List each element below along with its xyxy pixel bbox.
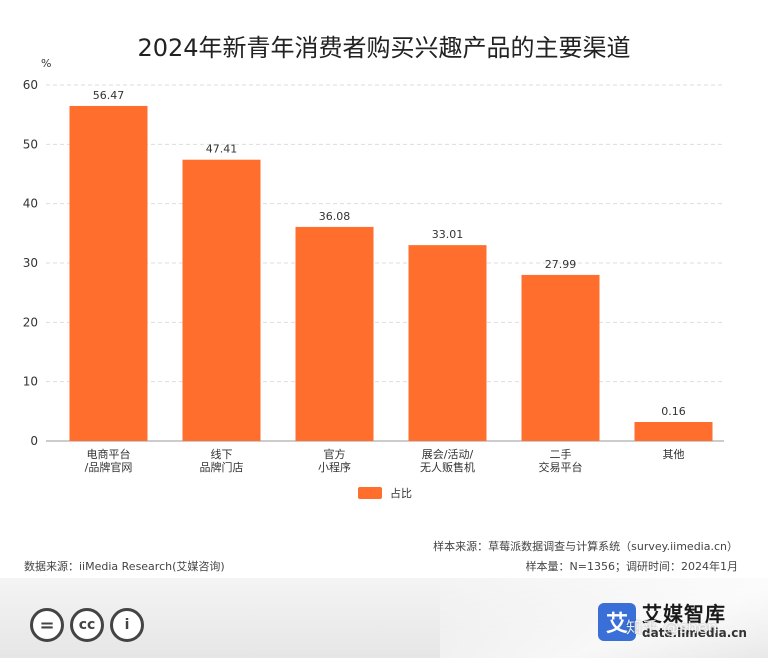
sample-source-note: 样本来源：草莓派数据调查与计算系统（survey.iimedia.cn） [433,540,738,553]
y-tick-label: 30 [23,256,38,270]
x-tick-label: 电商平台 [87,447,131,461]
x-tick-label: /品牌官网 [85,460,133,474]
bar [69,105,148,441]
data-label: 56.47 [93,89,125,102]
chart-title: 2024年新青年消费者购买兴趣产品的主要渠道 [137,34,631,62]
bar [521,274,600,441]
x-tick-label: 无人贩售机 [420,460,475,474]
bar [634,422,713,441]
data-label: 33.01 [432,228,464,241]
y-tick-label: 20 [23,315,38,329]
x-tick-label: 小程序 [318,460,351,474]
sample-size-note: 样本量：N=1356；调研时间：2024年1月 [525,560,738,573]
legend-label: 占比 [390,487,412,500]
data-label: 0.16 [661,405,686,418]
chart-legend: 占比 [358,485,412,501]
data-label: 36.08 [319,210,351,223]
y-tick-label: 40 [23,197,38,211]
data-source-note: 数据来源：iiMedia Research(艾媒咨询) [24,560,225,573]
data-label: 47.41 [206,143,238,156]
person-icon: i [110,608,144,642]
bar [408,245,487,441]
license-icons: = cc i [30,608,144,642]
x-tick-label: 其他 [663,448,685,461]
y-tick-label: 0 [30,434,38,448]
x-tick-label: 二手 [550,447,572,461]
x-tick-label: 品牌门店 [200,460,244,474]
equals-icon: = [30,608,64,642]
legend-swatch [358,487,382,499]
y-axis-unit: % [41,57,51,70]
brand-name: 艾媒智库 [642,602,726,626]
bar [295,226,374,441]
y-tick-label: 50 [23,137,38,151]
x-tick-label: 交易平台 [539,460,583,474]
bar [182,159,261,441]
data-label: 27.99 [545,258,577,271]
x-tick-label: 展会/活动/ [422,448,474,461]
brand-block: 艾 艾媒智库 data.iimedia.cn [598,603,747,641]
brand-logo-icon: 艾 [598,603,636,641]
brand-url: data.iimedia.cn [642,626,747,640]
x-tick-label: 线下 [211,447,233,461]
x-tick-label: 官方 [324,447,346,461]
cc-icon: cc [70,608,104,642]
y-tick-label: 60 [23,78,38,92]
y-tick-label: 10 [23,375,38,389]
watermark: 知乎 @shen [626,618,718,637]
